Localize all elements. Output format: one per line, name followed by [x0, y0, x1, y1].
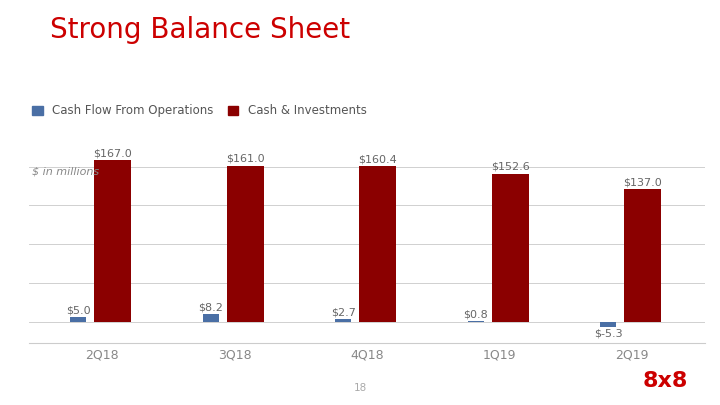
Text: $0.8: $0.8: [464, 309, 488, 320]
Text: $152.6: $152.6: [491, 162, 530, 172]
Text: Strong Balance Sheet: Strong Balance Sheet: [50, 16, 351, 44]
Text: $ in millions: $ in millions: [32, 166, 99, 177]
Legend: Cash Flow From Operations, Cash & Investments: Cash Flow From Operations, Cash & Invest…: [32, 104, 366, 117]
Bar: [94, 160, 132, 322]
Text: $5.0: $5.0: [66, 305, 91, 315]
Text: $167.0: $167.0: [94, 148, 132, 158]
Bar: [336, 319, 351, 322]
Text: 18: 18: [354, 383, 366, 393]
Text: $2.7: $2.7: [331, 308, 356, 318]
Bar: [624, 189, 661, 322]
Text: 8x8: 8x8: [642, 371, 688, 391]
Bar: [359, 166, 396, 322]
Bar: [468, 321, 484, 322]
Text: $137.0: $137.0: [624, 177, 662, 187]
Text: $-5.3: $-5.3: [594, 329, 623, 339]
Text: $161.0: $161.0: [226, 154, 265, 164]
Bar: [492, 174, 528, 322]
Bar: [203, 314, 219, 322]
Bar: [71, 317, 86, 322]
Text: $8.2: $8.2: [199, 303, 223, 312]
Text: $160.4: $160.4: [359, 154, 397, 164]
Bar: [227, 166, 264, 322]
Bar: [600, 322, 616, 327]
